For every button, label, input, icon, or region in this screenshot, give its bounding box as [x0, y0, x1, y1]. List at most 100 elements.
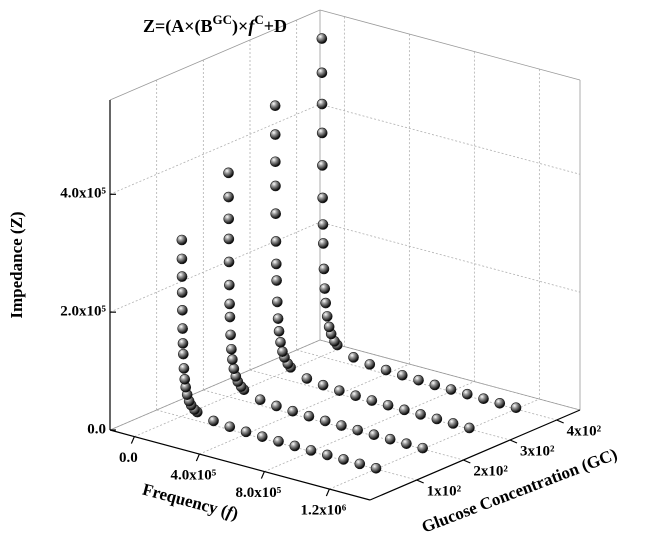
data-point: [350, 390, 361, 402]
x-title-part: Frequency (: [140, 480, 229, 521]
box-edge: [319, 9, 581, 81]
data-point: [271, 296, 283, 308]
data-point: [320, 297, 332, 309]
data-point: [256, 431, 268, 442]
data-point: [275, 336, 286, 348]
data-point: [429, 379, 441, 391]
data-point: [177, 338, 189, 349]
grid-line: [264, 381, 475, 472]
data-point: [317, 192, 328, 204]
data-point: [316, 67, 328, 79]
data-point: [354, 458, 366, 470]
gc-tick: [463, 459, 471, 464]
data-point: [317, 219, 329, 230]
grid-line: [109, 103, 321, 195]
data-point: [254, 394, 266, 406]
gc-tick: [509, 439, 518, 444]
grid-line: [319, 103, 581, 175]
gc-axis: [369, 409, 581, 501]
data-point: [301, 373, 313, 384]
data-point: [399, 404, 410, 416]
data-point: [270, 156, 281, 168]
data-point: [224, 421, 236, 433]
data-point: [319, 283, 331, 294]
grid-line: [329, 398, 540, 490]
data-point: [317, 160, 328, 171]
data-point: [380, 364, 392, 376]
data-point: [352, 424, 364, 436]
data-point: [269, 129, 281, 140]
data-point: [270, 208, 282, 219]
data-point: [289, 440, 301, 452]
data-point: [272, 313, 284, 324]
data-point: [224, 311, 236, 323]
gc-tick: [556, 419, 564, 424]
x-axis-title: Frequency (f): [140, 480, 240, 524]
gc-tick-label: 1x10²: [427, 483, 462, 499]
data-point: [270, 236, 282, 247]
data-point: [316, 98, 328, 110]
data-point: [271, 400, 282, 412]
data-point: [321, 449, 333, 461]
data-point: [494, 397, 506, 409]
gc-tick-label: 4x10²: [567, 423, 602, 439]
data-point: [277, 346, 288, 357]
data-point: [316, 33, 328, 44]
data-point: [368, 429, 380, 441]
chart-title: Z=(A×(BGC)×fC+D: [143, 12, 287, 37]
data-point: [321, 311, 333, 322]
data-point: [208, 415, 219, 427]
gc-tick: [416, 479, 424, 484]
data-point: [510, 402, 522, 414]
x-title-part: ): [230, 504, 240, 524]
data-point: [224, 298, 235, 310]
x-tick-label: 4.0x10⁵: [171, 468, 217, 484]
data-point: [225, 329, 236, 341]
data-point: [478, 393, 489, 405]
data-point: [176, 234, 188, 246]
data-point: [273, 436, 284, 447]
data-point: [431, 413, 443, 425]
data-point: [269, 100, 281, 112]
x-tick: [260, 471, 265, 479]
data-point: [176, 287, 188, 298]
data-point: [270, 180, 281, 192]
data-point: [287, 405, 299, 417]
x-tick-label: 8.0x10⁵: [236, 485, 282, 501]
x-tick: [130, 436, 135, 444]
data-point: [382, 399, 394, 411]
data-point: [223, 233, 235, 245]
data-point: [273, 325, 285, 337]
data-point: [338, 454, 349, 465]
data-point: [366, 395, 378, 406]
title-part: f: [248, 16, 256, 36]
data-point: [447, 418, 459, 429]
data-point: [223, 256, 235, 268]
box-edge: [319, 339, 581, 411]
data-point: [348, 352, 359, 363]
grid-line: [109, 221, 321, 313]
data-point: [464, 422, 475, 434]
grid-line: [319, 221, 581, 293]
data-point: [413, 374, 424, 386]
data-point: [384, 433, 396, 445]
data-point: [178, 363, 190, 374]
plot-area: [176, 33, 522, 474]
grid: [109, 9, 581, 501]
data-point: [396, 369, 408, 381]
data-point: [176, 271, 188, 282]
data-point: [336, 420, 347, 431]
data-point: [319, 415, 331, 427]
x-tick-label: 1.2x10⁶: [301, 503, 347, 519]
data-point: [179, 373, 191, 385]
gc-tick-label: 2x10²: [473, 463, 508, 479]
z-tick-label: 4.0x10⁵: [60, 186, 106, 202]
x-axis: [109, 429, 371, 501]
data-point: [316, 127, 328, 139]
data-point: [318, 238, 329, 249]
data-point: [318, 263, 330, 275]
data-point: [178, 348, 189, 360]
z-axis-title: Impedance (Z): [7, 211, 26, 318]
data-point: [224, 279, 235, 291]
